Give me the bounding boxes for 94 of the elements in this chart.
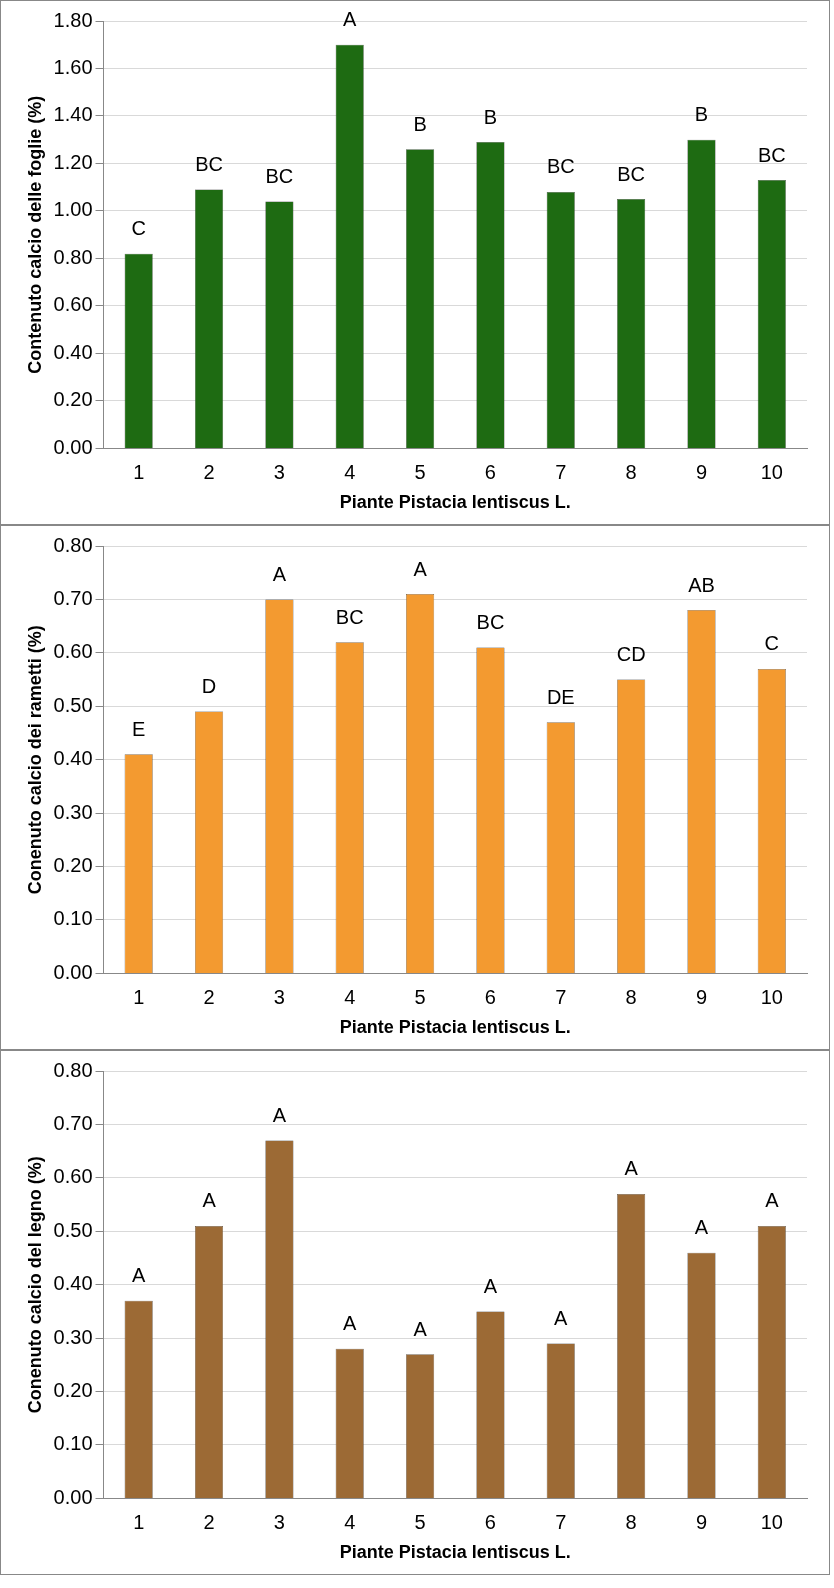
x-tick-label: 4 [344, 985, 356, 1008]
annotation: A [343, 1312, 358, 1335]
x-tick-label: 4 [344, 460, 356, 483]
x-tick-label: 5 [414, 1510, 426, 1533]
x-tick-label: 5 [414, 985, 426, 1008]
annotation: BC [546, 155, 575, 178]
y-tick-label: 1.00 [53, 198, 93, 221]
x-axis-title: Piante Pistacia lentiscus L. [339, 1542, 571, 1563]
annotation: A [483, 1274, 498, 1297]
y-tick-label: 0.50 [53, 693, 93, 716]
annotation: A [202, 1189, 217, 1212]
annotation: C [764, 632, 780, 655]
annotation: A [413, 557, 428, 580]
y-tick-label: 0.20 [53, 854, 93, 877]
annotation: A [624, 1157, 639, 1180]
x-tick-label: 5 [414, 460, 426, 483]
x-axis-title: Piante Pistacia lentiscus L. [339, 1017, 571, 1038]
y-tick-label: 0.10 [53, 907, 93, 930]
y-tick-label: 1.40 [53, 103, 93, 126]
annotation: B [694, 103, 709, 126]
annotation: B [483, 105, 498, 128]
x-tick-label: 10 [760, 985, 783, 1008]
y-tick-label: 0.40 [53, 340, 93, 363]
x-tick-label: 7 [555, 985, 567, 1008]
x-tick-label: 8 [625, 1510, 637, 1533]
x-tick-label: 10 [760, 460, 783, 483]
annotation: BC [335, 605, 364, 628]
y-tick-label: 0.70 [53, 1111, 93, 1134]
y-tick-label: 1.20 [53, 150, 93, 173]
x-tick-label: 10 [760, 1510, 783, 1533]
x-tick-label: 8 [625, 985, 637, 1008]
x-tick-label: 6 [484, 985, 496, 1008]
annotation: A [413, 1317, 428, 1340]
y-axis-title: Contenuto calcio delle foglie (%) [24, 95, 45, 374]
x-tick-label: 2 [203, 1510, 215, 1533]
y-tick-label: 0.80 [53, 245, 93, 268]
annotation: BC [757, 143, 786, 166]
y-tick-label: 0.20 [53, 388, 93, 411]
y-tick-label: 0.60 [53, 640, 93, 663]
x-tick-label: 9 [695, 985, 708, 1008]
x-tick-label: 3 [273, 985, 285, 1008]
y-tick-label: 0.80 [53, 533, 93, 556]
x-tick-label: 7 [555, 1510, 567, 1533]
annotation: D [201, 675, 217, 698]
annotation: E [132, 717, 146, 740]
annotation: DE [546, 685, 575, 708]
y-tick-label: 0.60 [53, 1165, 93, 1188]
y-tick-label: 1.80 [53, 8, 93, 31]
x-tick-label: 4 [344, 1510, 356, 1533]
annotation: A [694, 1216, 709, 1239]
y-tick-label: 0.00 [53, 435, 93, 458]
y-axis-title: Conenuto calcio dei rametti (%) [24, 625, 45, 895]
y-tick-label: 0.00 [53, 1485, 93, 1508]
y-tick-label: 0.10 [53, 1432, 93, 1455]
x-tick-label: 9 [695, 1510, 708, 1533]
annotation: CD [616, 643, 646, 666]
annotation: B [413, 112, 427, 135]
y-tick-label: 0.60 [53, 293, 93, 316]
y-tick-label: 0.30 [53, 1325, 93, 1348]
y-tick-label: 1.60 [53, 56, 93, 78]
y-tick-label: 0.40 [53, 1272, 93, 1295]
annotation: BC [265, 164, 294, 187]
y-tick-label: 0.30 [53, 800, 93, 823]
x-tick-label: 8 [625, 460, 637, 483]
x-tick-label: 2 [203, 985, 215, 1008]
x-tick-label: 1 [133, 460, 145, 483]
x-axis-title: Piante Pistacia lentiscus L. [339, 492, 571, 513]
annotation: A [272, 1103, 287, 1126]
y-tick-label: 0.70 [53, 586, 93, 609]
annotation: A [765, 1189, 780, 1212]
y-tick-label: 0.40 [53, 747, 93, 770]
annotation: C [131, 217, 146, 240]
x-tick-label: 6 [484, 1510, 496, 1533]
x-tick-label: 6 [484, 460, 496, 483]
annotation: A [554, 1306, 569, 1329]
x-tick-label: 9 [695, 460, 708, 483]
y-tick-label: 0.00 [53, 960, 93, 983]
x-tick-label: 3 [273, 1510, 285, 1533]
x-tick-label: 7 [555, 460, 567, 483]
annotation: A [132, 1264, 147, 1287]
x-tick-label: 3 [273, 460, 285, 483]
annotation: BC [476, 611, 505, 634]
annotation: AB [688, 573, 715, 596]
annotation: A [272, 562, 287, 585]
y-axis-title: Conenuto calcio del legno (%) [24, 1156, 45, 1414]
y-tick-label: 0.80 [53, 1058, 93, 1081]
x-tick-label: 1 [133, 1510, 145, 1533]
annotation: BC [617, 162, 646, 185]
annotation: A [343, 8, 358, 31]
x-tick-label: 1 [133, 985, 145, 1008]
y-tick-label: 0.50 [53, 1218, 93, 1241]
y-tick-label: 0.20 [53, 1379, 93, 1402]
x-tick-label: 2 [203, 460, 215, 483]
annotation: BC [195, 153, 223, 176]
